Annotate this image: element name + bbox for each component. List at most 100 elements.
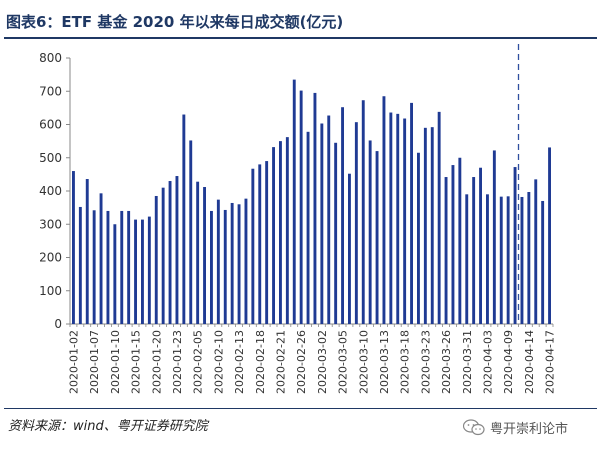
- bar: [341, 107, 344, 325]
- x-tick-label: 2020-01-10: [109, 330, 122, 394]
- x-tick-label: 2020-02-05: [192, 330, 205, 394]
- bar: [541, 200, 545, 324]
- x-tick-label: 2020-03-18: [399, 330, 412, 394]
- bar: [327, 115, 331, 325]
- bar: [258, 164, 262, 324]
- bar: [141, 219, 144, 324]
- x-tick-label: 2020-01-07: [88, 330, 101, 394]
- bar-chart: 0 100 200 300 400 500 600 700 800 2020-01-02 2020-…: [39, 44, 557, 394]
- x-tick-label: 2020-01-02: [67, 330, 80, 394]
- bar: [479, 167, 482, 324]
- bar: [423, 127, 427, 324]
- x-tick-label: 2020-03-05: [337, 330, 350, 394]
- bar: [389, 112, 393, 324]
- bar: [237, 204, 241, 324]
- bar: [175, 176, 179, 324]
- bar: [437, 111, 441, 325]
- bar: [134, 219, 137, 324]
- bar: [127, 210, 131, 324]
- bar: [368, 140, 372, 324]
- bar: [203, 187, 206, 324]
- x-tick-label: 2020-04-14: [523, 330, 536, 394]
- bar: [292, 79, 296, 324]
- bar: [472, 177, 476, 324]
- bar: [154, 195, 158, 324]
- bar: [382, 96, 386, 324]
- x-tick-label: 2020-04-03: [481, 330, 494, 394]
- bar: [444, 177, 448, 324]
- bar: [486, 194, 489, 324]
- bar: [210, 210, 213, 324]
- bar: [348, 173, 351, 324]
- bottom-rule: [4, 408, 597, 409]
- bar: [251, 168, 255, 324]
- bar: [313, 92, 317, 324]
- bar: [403, 118, 407, 324]
- x-tick-label: 2020-03-31: [461, 330, 474, 394]
- bar: [196, 181, 200, 324]
- bar: [72, 171, 75, 324]
- bar: [458, 157, 462, 324]
- bar: [320, 123, 324, 324]
- bar: [548, 147, 551, 324]
- bar: [265, 161, 269, 324]
- x-tick-label: 2020-01-23: [171, 330, 184, 394]
- x-tick-label: 2020-02-18: [254, 330, 267, 394]
- x-tick-label: 2020-02-21: [274, 330, 287, 394]
- bar: [230, 202, 234, 324]
- bar: [534, 179, 538, 324]
- bar: [417, 152, 420, 324]
- bar: [223, 209, 227, 324]
- bar: [99, 193, 103, 324]
- bar: [285, 137, 289, 324]
- bar: [106, 210, 110, 324]
- x-tick-label: 2020-03-23: [419, 330, 432, 394]
- bar: [506, 196, 510, 324]
- x-tick-label: 2020-01-20: [150, 330, 163, 394]
- bar: [272, 147, 275, 324]
- bar: [396, 113, 400, 324]
- bar: [279, 141, 282, 324]
- bar: [147, 216, 151, 324]
- bar: [430, 127, 434, 324]
- bar: [161, 187, 165, 324]
- x-tick-label: 2020-03-10: [357, 330, 370, 394]
- bar: [513, 167, 517, 324]
- bar: [189, 140, 193, 324]
- bar: [299, 90, 303, 325]
- x-tick-label: 2020-02-10: [212, 330, 225, 394]
- x-tick-label: 2020-02-26: [295, 330, 308, 394]
- bar: [527, 191, 531, 324]
- bar: [216, 199, 220, 324]
- axes: 0 100 200 300 400 500 600 700 800 2020-01-02 2020-…: [39, 51, 556, 394]
- wechat-icon: [463, 419, 485, 436]
- y-tick-label: 400: [39, 184, 62, 198]
- watermark-text: 粤开崇利论市: [490, 422, 569, 437]
- y-tick-label: 0: [54, 317, 62, 331]
- bar: [465, 194, 469, 324]
- y-tick-label: 800: [39, 51, 62, 65]
- bars: [72, 79, 551, 325]
- chart-title: 图表6：ETF 基金 2020 年以来每日成交额(亿元): [6, 13, 344, 31]
- y-tick-label: 300: [39, 217, 62, 231]
- bar: [492, 150, 496, 324]
- bar: [354, 122, 358, 324]
- x-tick-label: 2020-01-15: [130, 330, 143, 394]
- x-tick-label: 2020-04-17: [544, 330, 557, 394]
- bar: [375, 151, 379, 324]
- y-tick-label: 600: [39, 118, 62, 132]
- bar: [306, 131, 310, 324]
- bar: [78, 206, 82, 324]
- bar: [85, 179, 89, 324]
- x-tick-label: 2020-03-26: [440, 330, 453, 394]
- y-tick-label: 200: [39, 251, 62, 265]
- bar: [244, 198, 248, 324]
- bar: [113, 224, 117, 324]
- title-rule: [4, 37, 597, 39]
- bar: [334, 142, 338, 324]
- bar: [361, 100, 365, 324]
- bar: [451, 165, 455, 324]
- bar: [182, 114, 186, 325]
- x-tick-label: 2020-03-02: [316, 330, 329, 394]
- bar: [168, 181, 172, 324]
